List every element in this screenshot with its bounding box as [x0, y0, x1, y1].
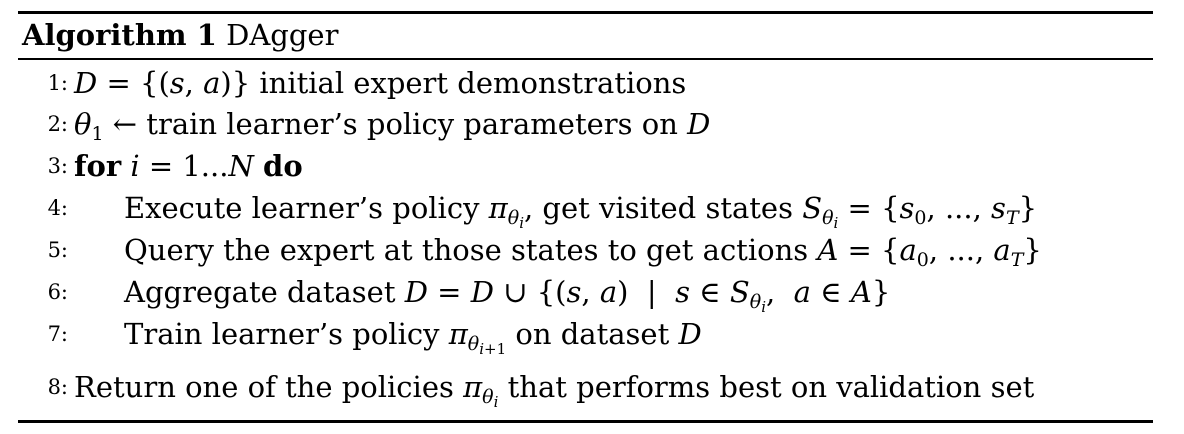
caption-rule — [18, 58, 1153, 60]
line-body: Execute learner’s policy πθi, get visite… — [124, 191, 1038, 232]
line-body: D = {(s, a)} initial expert demonstratio… — [74, 66, 687, 100]
line-number: 7: — [47, 322, 68, 346]
algorithm-label: Algorithm 1 — [22, 18, 217, 52]
keyword-for: for — [74, 149, 122, 183]
algorithm-name: DAgger — [226, 18, 339, 52]
line-number: 8: — [47, 375, 68, 399]
top-rule — [18, 11, 1153, 14]
line-body: Query the expert at those states to get … — [124, 233, 1042, 271]
line-number: 1: — [47, 71, 68, 95]
line-number: 5: — [47, 238, 68, 262]
line-number: 3: — [47, 154, 68, 178]
line-body: Train learner’s policy πθi+1 on dataset … — [124, 317, 702, 358]
line-number: 6: — [47, 280, 68, 304]
keyword-do: do — [263, 149, 303, 183]
line-body: Return one of the policies πθi that perf… — [74, 370, 1035, 411]
line-number: 2: — [47, 112, 68, 136]
line-body: θ1 ← train learner’s policy parameters o… — [74, 107, 711, 145]
line-body: Aggregate dataset D = D ∪ {(s, a) | s ∈ … — [124, 275, 891, 316]
bottom-rule — [18, 420, 1153, 423]
line-number: 4: — [47, 196, 68, 220]
line-body: for i = 1...N do — [74, 149, 303, 183]
algorithm-caption: Algorithm 1 DAgger — [22, 17, 338, 53]
